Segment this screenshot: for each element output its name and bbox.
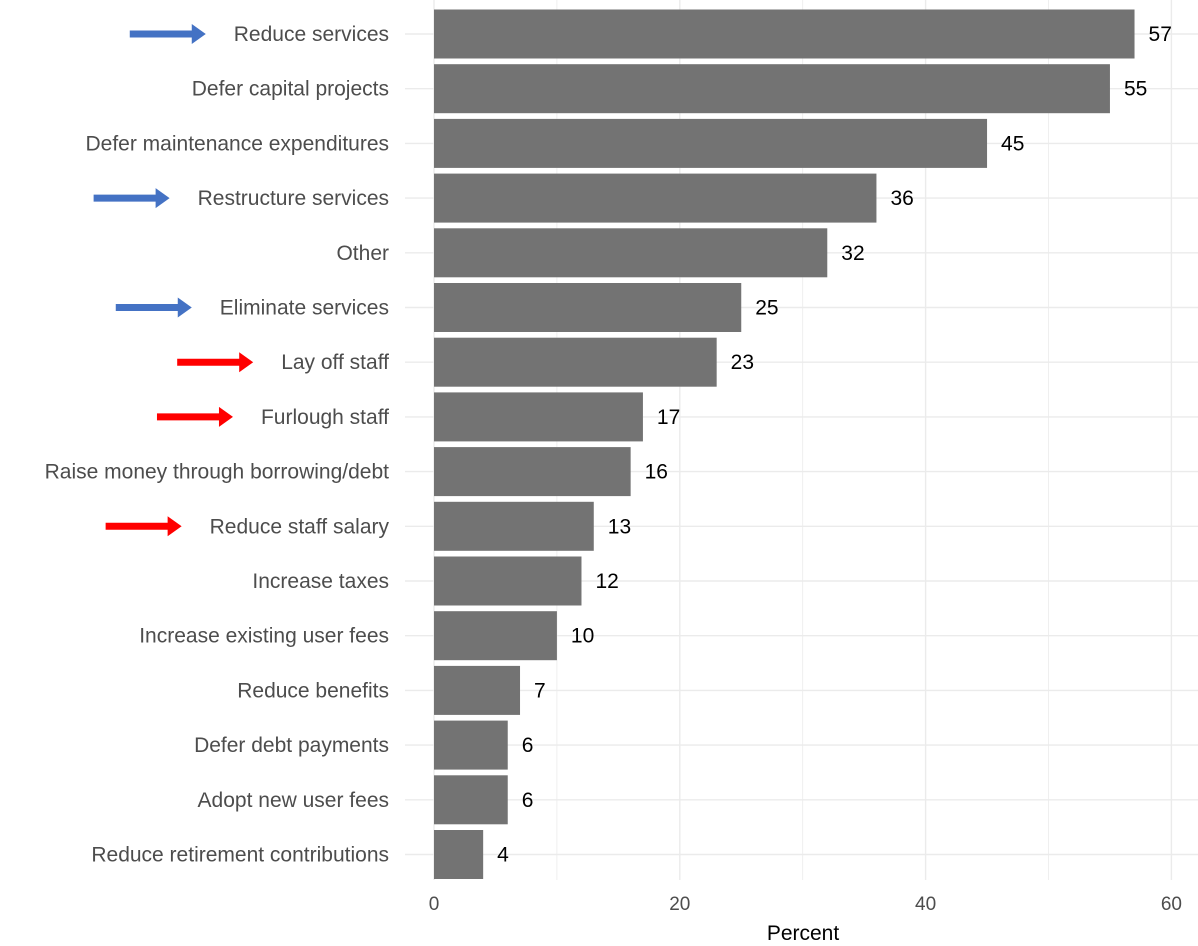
bar — [434, 501, 594, 551]
bar — [434, 9, 1135, 59]
bar — [434, 665, 521, 715]
x-tick-label: 60 — [1161, 894, 1182, 915]
category-label: Increase existing user fees — [139, 625, 389, 648]
value-label: 17 — [657, 406, 680, 429]
category-label: Reduce retirement contributions — [91, 844, 389, 867]
bar — [434, 283, 742, 332]
bar — [434, 228, 828, 278]
bar — [434, 173, 877, 223]
category-label: Reduce benefits — [237, 679, 389, 702]
red-arrow-icon — [105, 516, 182, 537]
value-label: 13 — [608, 515, 631, 538]
bar — [434, 611, 557, 661]
x-tick-label: 20 — [669, 894, 690, 915]
x-tick-label: 40 — [915, 894, 936, 915]
bar — [434, 118, 988, 168]
category-label: Adopt new user fees — [198, 789, 389, 812]
category-label: Reduce services — [234, 23, 389, 46]
bar — [434, 447, 631, 497]
blue-arrow-icon — [93, 188, 170, 209]
value-labels: 57 55 45 36 32 25 23 17 16 13 12 10 7 6 6 4 — [497, 23, 1172, 867]
blue-arrow-icon — [129, 24, 206, 44]
category-label: Furlough staff — [261, 406, 389, 429]
value-label: 45 — [1001, 132, 1024, 155]
category-label: Defer debt payments — [194, 734, 389, 757]
value-label: 32 — [841, 242, 864, 265]
category-label: Increase taxes — [252, 570, 389, 593]
bar — [434, 775, 508, 825]
category-label: Raise money through borrowing/debt — [45, 461, 390, 484]
bar — [434, 392, 643, 442]
value-label: 7 — [534, 679, 546, 702]
bars — [434, 9, 1135, 879]
value-label: 57 — [1149, 23, 1172, 46]
blue-arrow-icon — [115, 297, 192, 318]
value-label: 12 — [595, 570, 618, 593]
category-label: Defer capital projects — [192, 78, 389, 101]
category-label: Lay off staff — [281, 351, 389, 374]
category-label: Restructure services — [198, 187, 389, 210]
value-label: 16 — [645, 461, 668, 484]
category-labels: Reduce services Defer capital projects Def… — [45, 23, 390, 867]
category-label: Reduce staff salary — [210, 515, 390, 538]
value-label: 10 — [571, 625, 594, 648]
bar — [434, 830, 484, 879]
x-axis-title: Percent — [767, 922, 840, 945]
value-label: 6 — [522, 734, 534, 757]
bar — [434, 720, 508, 770]
category-label: Defer maintenance expenditures — [85, 132, 389, 155]
arrows — [93, 24, 254, 537]
value-label: 36 — [890, 187, 913, 210]
value-label: 23 — [731, 351, 754, 374]
bar — [434, 64, 1110, 114]
red-arrow-icon — [156, 406, 233, 427]
value-label: 25 — [755, 297, 778, 320]
x-axis-ticks: 0 20 40 60 — [429, 894, 1182, 915]
category-label: Other — [336, 242, 389, 265]
value-label: 6 — [522, 789, 534, 812]
bar — [434, 337, 717, 387]
red-arrow-icon — [177, 352, 254, 373]
value-label: 55 — [1124, 78, 1147, 101]
x-tick-label: 0 — [429, 894, 440, 915]
bar — [434, 556, 582, 606]
category-label: Eliminate services — [220, 297, 389, 320]
value-label: 4 — [497, 844, 509, 867]
